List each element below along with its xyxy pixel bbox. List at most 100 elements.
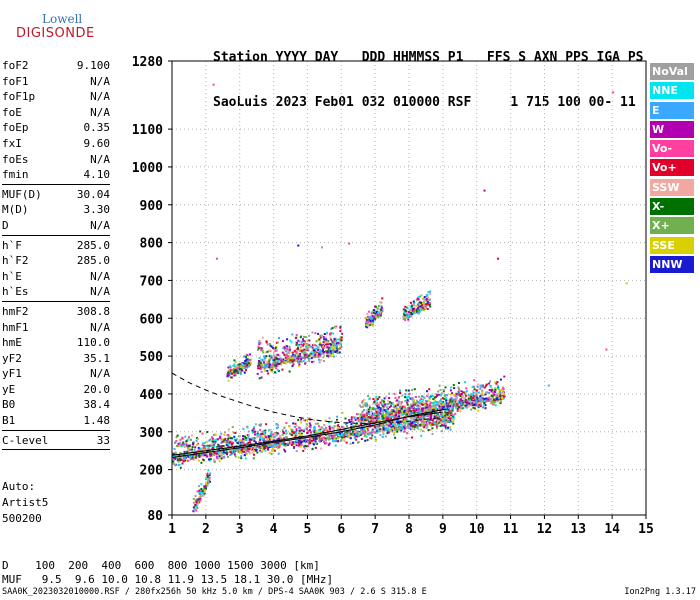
echo-point — [432, 421, 435, 424]
param-row: h`Es N/A — [2, 284, 110, 300]
echo-point — [281, 429, 284, 431]
param-value: N/A — [90, 218, 110, 232]
echo-point — [297, 346, 299, 349]
echo-point — [448, 406, 451, 409]
echo-point — [417, 415, 420, 418]
echo-point — [237, 450, 240, 453]
echo-point — [360, 428, 363, 431]
echo-point — [366, 312, 369, 315]
echo-point — [309, 424, 312, 427]
echo-point — [300, 429, 303, 432]
echo-point — [312, 419, 315, 422]
x-tick-label: 12 — [537, 522, 553, 537]
echo-point — [440, 422, 443, 425]
param-label: B1 — [2, 414, 16, 428]
echo-point — [284, 349, 287, 352]
echo-point — [184, 435, 187, 438]
echo-point — [428, 397, 431, 400]
echo-point — [490, 390, 493, 393]
echo-point — [258, 340, 261, 342]
echo-point — [388, 402, 391, 405]
echo-point — [300, 418, 303, 421]
echo-point — [261, 431, 264, 434]
echo-point — [408, 313, 411, 316]
echo-point — [208, 458, 210, 461]
echo-point — [280, 360, 283, 363]
y-tick-label: 600 — [140, 312, 164, 327]
y-tick-label: 200 — [140, 464, 164, 479]
echo-point — [411, 397, 414, 399]
echo-point — [414, 424, 417, 426]
echo-point — [377, 316, 380, 319]
echo-point — [211, 436, 213, 439]
echo-point — [263, 432, 266, 435]
echo-point — [241, 447, 244, 450]
echo-point — [386, 406, 389, 409]
echo-point — [478, 397, 481, 400]
echo-point — [318, 430, 321, 433]
echo-point — [271, 439, 273, 442]
echo-point — [201, 432, 204, 435]
echo-point — [455, 406, 457, 409]
echo-point — [425, 426, 428, 429]
echo-point — [407, 315, 410, 318]
echo-point — [368, 413, 371, 416]
echo-point — [237, 372, 239, 375]
echo-point — [449, 393, 452, 396]
echo-point — [469, 397, 472, 400]
echo-point — [212, 83, 215, 86]
legend-entry: SSE — [650, 236, 694, 254]
echo-point — [440, 415, 443, 418]
echo-point — [497, 386, 500, 389]
echo-point — [263, 359, 266, 362]
echo-point — [441, 419, 444, 422]
echo-point — [427, 415, 430, 418]
echo-point — [341, 438, 344, 441]
echo-point — [409, 314, 412, 317]
echo-point — [222, 445, 225, 447]
echo-point — [410, 312, 412, 314]
echo-point — [377, 410, 380, 413]
echo-point — [288, 345, 291, 348]
echo-point — [210, 454, 213, 457]
echo-point — [385, 435, 388, 438]
echo-point — [227, 443, 230, 445]
echo-point — [273, 446, 276, 449]
echo-point — [364, 429, 366, 432]
echo-point — [182, 460, 185, 463]
echo-point — [302, 344, 305, 347]
echo-point — [472, 389, 475, 392]
echo-point — [418, 410, 421, 413]
echo-point — [295, 444, 298, 447]
echo-point — [247, 449, 250, 452]
param-label: h`E — [2, 269, 22, 283]
echo-point — [417, 428, 420, 431]
param-row: yF1 N/A — [2, 366, 110, 382]
echo-point — [434, 413, 437, 416]
muf-row: MUF 9.5 9.6 10.0 10.8 11.9 13.5 18.1 30.… — [2, 573, 334, 586]
echo-point — [413, 307, 416, 310]
echo-point — [389, 415, 392, 418]
echo-point — [285, 353, 288, 356]
echo-point — [299, 439, 302, 442]
param-label: h`Es — [2, 285, 29, 299]
param-separator — [2, 183, 110, 185]
echo-point — [214, 433, 217, 436]
echo-point — [373, 312, 375, 314]
echo-point — [196, 503, 199, 506]
echo-point — [187, 446, 189, 449]
echo-point — [427, 296, 430, 299]
echo-point — [304, 362, 307, 365]
echo-point — [455, 401, 458, 403]
echo-point — [191, 450, 194, 453]
param-separator — [2, 429, 110, 431]
echo-point — [446, 404, 448, 407]
echo-point — [452, 402, 455, 405]
echo-point — [262, 438, 264, 441]
echo-point — [372, 420, 375, 423]
echo-point — [260, 360, 263, 363]
echo-point — [411, 436, 414, 439]
echo-point — [349, 430, 351, 433]
echo-point — [420, 423, 423, 426]
echo-point — [352, 421, 355, 423]
